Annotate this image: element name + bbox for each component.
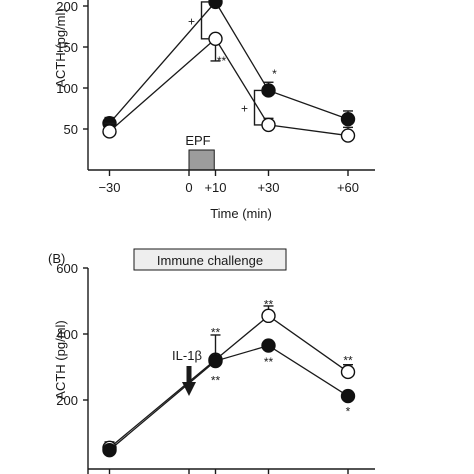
y-tick-label: 600 — [56, 261, 78, 276]
x-tick-label: −30 — [98, 180, 120, 195]
b-series-line-filled — [109, 344, 349, 451]
a-series-line-filled — [109, 0, 349, 124]
y-tick-label: 150 — [56, 40, 78, 55]
panel-a: ACTH (pg/ml) Time (min) EPF 50 100 150 200 −… — [53, 0, 375, 221]
a-point-filled — [261, 83, 276, 98]
a-point-open — [261, 117, 276, 133]
y-tick-label: 400 — [56, 327, 78, 342]
b-point-filled — [261, 338, 276, 353]
b-point-filled — [340, 388, 356, 404]
significance-mark: + — [188, 14, 195, 28]
b-point-open — [261, 308, 276, 324]
stimulus-label: EPF — [185, 133, 210, 148]
stimulus-label: IL-1β — [172, 348, 202, 363]
stimulus-box — [188, 149, 215, 171]
significance-mark: ** — [211, 374, 221, 388]
y-tick-label: 100 — [56, 81, 78, 96]
panel-b-label: (B) — [48, 251, 65, 266]
panel-b-title-box — [133, 248, 287, 271]
significance-bracket — [200, 1, 210, 40]
significance-mark: ** — [217, 54, 227, 68]
significance-mark: * — [346, 405, 351, 419]
y-tick-label: 200 — [56, 393, 78, 408]
x-tick-label: 0 — [185, 180, 192, 195]
panel-b: (B) Immune challenge ACTH (pg/ml) IL-1β … — [48, 248, 375, 474]
significance-mark: * — [272, 67, 277, 81]
b-series-line-open — [109, 315, 349, 449]
x-tick-label: +10 — [204, 180, 226, 195]
a-point-filled — [340, 111, 356, 127]
significance-mark: ** — [211, 325, 221, 339]
y-tick-label: 200 — [56, 0, 78, 14]
a-point-open — [102, 124, 117, 139]
significance-mark: ** — [264, 298, 274, 312]
b-point-filled — [102, 442, 117, 458]
panel-b-title: Immune challenge — [157, 253, 263, 268]
y-tick-label: 50 — [64, 122, 78, 137]
x-tick-label: +60 — [337, 180, 359, 195]
significance-mark: ** — [264, 355, 274, 369]
a-point-open — [208, 31, 223, 46]
significance-bracket — [253, 89, 263, 126]
panel-a-xlabel: Time (min) — [210, 206, 272, 221]
x-tick-label: +30 — [257, 180, 279, 195]
significance-mark: + — [241, 102, 248, 116]
b-point-filled — [208, 353, 223, 369]
panel-a-ylabel: ACTH (pg/ml) — [53, 8, 68, 87]
a-point-open — [340, 128, 356, 143]
panel-b-ylabel: ACTH (pg/ml) — [53, 320, 68, 399]
b-point-open — [340, 364, 356, 380]
a-point-filled — [208, 0, 223, 10]
panel-b-stimulus: IL-1β — [172, 348, 202, 396]
significance-mark: ** — [343, 354, 353, 368]
a-series-line-open — [109, 37, 349, 137]
panel-a-stimulus: EPF — [185, 133, 215, 171]
